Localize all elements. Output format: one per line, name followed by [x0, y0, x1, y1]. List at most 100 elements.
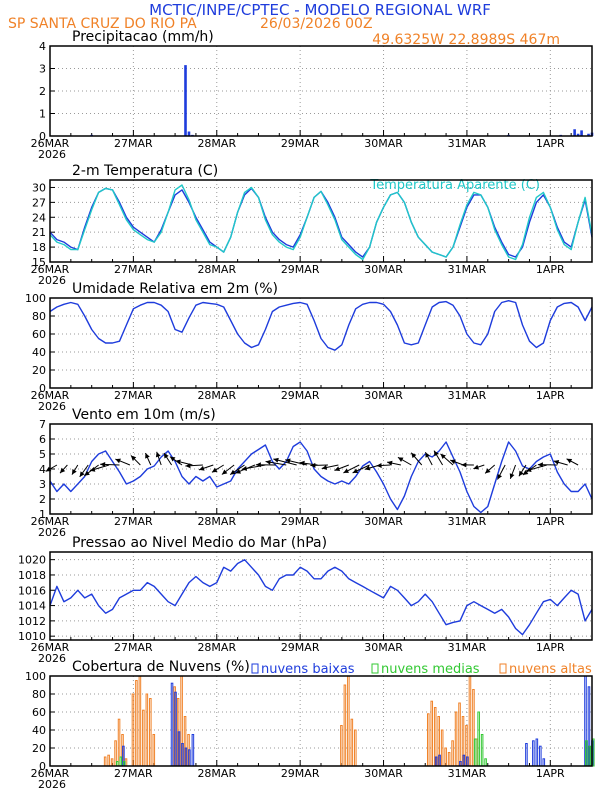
y-tick-label: 2	[39, 493, 46, 506]
wind-arrow-head	[169, 456, 176, 462]
panels: 0 1 2 3 4 26MAR 27MAR 28MAR 29MAR 30MAR 31MAR 1APR 2…	[18, 29, 595, 791]
y-tick-label: 18	[32, 241, 46, 254]
x-tick-label: 1APR	[536, 137, 565, 150]
cloud-high-bar	[103, 756, 107, 767]
wind-arrow-head	[518, 470, 524, 477]
panel-frame	[49, 423, 593, 515]
x-year-label: 2026	[38, 148, 66, 161]
x-tick-label: 31MAR	[448, 767, 487, 780]
panel-title: Vento em 10m (m/s)	[72, 407, 216, 423]
series-line	[49, 559, 593, 636]
y-tick-label: 80	[32, 688, 46, 701]
run-date: 26/03/2026 00Z	[260, 16, 373, 32]
y-tick-label: 2	[39, 85, 46, 98]
y-tick-label: 20	[32, 742, 46, 755]
y-tick-label: 1016	[18, 584, 46, 597]
y-tick-label: 0	[39, 382, 46, 395]
y-tick-label: 5	[39, 448, 46, 461]
x-tick-label: 28MAR	[197, 641, 236, 654]
panel-frame	[49, 45, 593, 137]
y-tick-label: 0	[39, 130, 46, 143]
cloud-high-bar	[142, 709, 145, 767]
cloud-high-bar	[426, 713, 430, 767]
legend-swatch	[371, 663, 379, 674]
y-tick-label: 40	[32, 724, 46, 737]
wind-arrow-head	[537, 462, 543, 468]
wind-arrow-head	[334, 466, 341, 472]
wind-arrow-head	[450, 459, 456, 465]
x-tick-label: 31MAR	[448, 137, 487, 150]
x-tick-label: 29MAR	[281, 767, 320, 780]
y-tick-label: 6	[39, 433, 46, 446]
y-tick-label: 21	[32, 226, 46, 239]
legend-swatch	[499, 663, 507, 674]
y-tick-label: 15	[32, 256, 46, 269]
y-tick-label: 3	[39, 63, 46, 76]
y-tick-label: 1018	[18, 569, 46, 582]
wind-arrow-head	[115, 458, 121, 464]
x-tick-label: 30MAR	[364, 389, 403, 402]
wind-arrow-head	[440, 453, 446, 460]
x-year-label: 2026	[38, 652, 66, 665]
cloud-low-bar	[539, 745, 542, 767]
wind-arrow-head	[397, 457, 404, 463]
wind-arrow-head	[211, 467, 218, 473]
wind-arrow-head	[145, 453, 150, 459]
y-tick-label: 60	[32, 706, 46, 719]
wind-arrow-head	[522, 470, 529, 476]
y-tick-label: 100	[25, 292, 46, 305]
panel-frame	[49, 297, 593, 389]
wind-arrow-head	[230, 469, 236, 475]
wind-arrow-head	[364, 465, 371, 471]
panel-title: 2-m Temperatura (C)	[72, 163, 218, 179]
x-tick-label: 27MAR	[114, 137, 153, 150]
y-tick-label: 100	[25, 670, 46, 683]
x-tick-label: 26MAR	[31, 137, 70, 150]
x-tick-label: 28MAR	[197, 767, 236, 780]
wind-arrow-head	[310, 462, 316, 468]
y-tick-label: 60	[32, 328, 46, 341]
y-tick-label: 4	[39, 40, 46, 53]
cloud-high-bar	[149, 698, 152, 767]
wind-arrow-head	[199, 465, 205, 471]
cloud-mid-bar	[480, 734, 484, 767]
y-tick-label: 4	[39, 463, 46, 476]
cloud-high-bar	[343, 684, 347, 767]
station-name: SP SANTA CRUZ DO RIO PA	[8, 16, 197, 32]
wind-arrow-head	[425, 452, 430, 458]
y-tick-label: 20	[32, 364, 46, 377]
wind-arrow-head	[285, 458, 291, 464]
x-tick-label: 28MAR	[197, 137, 236, 150]
x-tick-label: 28MAR	[197, 389, 236, 402]
x-tick-label: 1APR	[536, 767, 565, 780]
x-tick-label: 27MAR	[114, 641, 153, 654]
x-tick-label: 1APR	[536, 515, 565, 528]
wind-arrow-head	[163, 452, 169, 459]
y-tick-label: 1	[39, 508, 46, 521]
wind-arrow-head	[79, 471, 85, 477]
x-year-label: 2026	[38, 274, 66, 287]
cloud-high-bar	[354, 729, 357, 767]
y-tick-label: 1	[39, 108, 46, 121]
wind-arrow-head	[235, 468, 241, 474]
x-tick-label: 26MAR	[31, 515, 70, 528]
wind-arrow-head	[221, 469, 228, 475]
y-tick-label: 0	[39, 760, 46, 773]
wind-arrow-head	[376, 463, 382, 469]
x-tick-label: 30MAR	[364, 641, 403, 654]
panel-title: Umidade Relativa em 2m (%)	[72, 281, 278, 297]
cloud-mid-bar	[477, 711, 480, 767]
x-year-label: 2026	[38, 778, 66, 791]
x-tick-label: 31MAR	[448, 389, 487, 402]
wind-arrow-head	[509, 473, 515, 479]
cloud-high-bar	[468, 675, 472, 767]
legend-swatch	[251, 663, 259, 674]
cloud-low-bar	[525, 743, 528, 767]
wind-arrow-head	[84, 470, 90, 476]
wind-arrow-head	[241, 465, 248, 471]
wind-arrow-head	[130, 455, 137, 461]
legend-label: nuvens altas	[509, 662, 592, 677]
y-tick-label: 1014	[18, 600, 46, 613]
y-tick-label: 3	[39, 478, 46, 491]
